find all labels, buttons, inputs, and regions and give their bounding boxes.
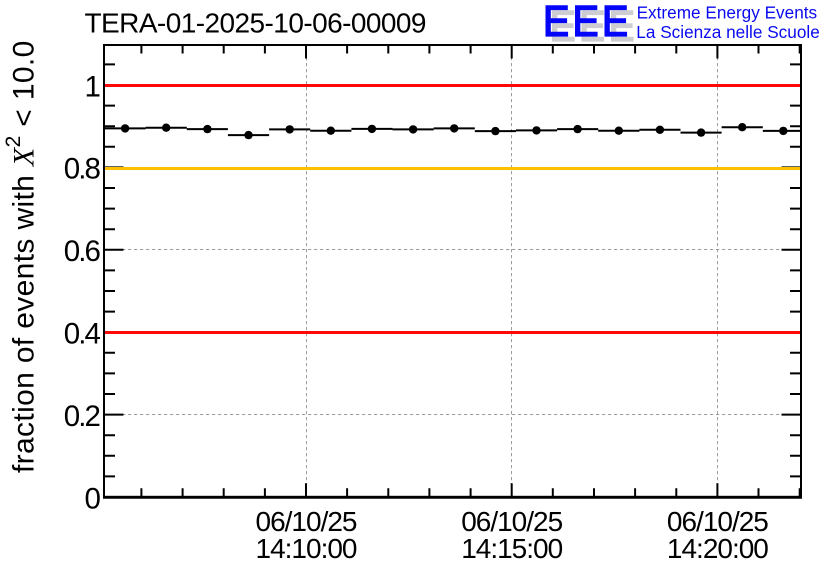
svg-text:14:10:00: 14:10:00 bbox=[256, 533, 357, 564]
svg-text:14:15:00: 14:15:00 bbox=[461, 533, 562, 564]
svg-text:1: 1 bbox=[84, 70, 99, 103]
svg-text:06/10/25: 06/10/25 bbox=[667, 506, 768, 537]
svg-text:0.8: 0.8 bbox=[64, 153, 101, 186]
svg-text:06/10/25: 06/10/25 bbox=[256, 506, 357, 537]
svg-text:0: 0 bbox=[84, 482, 100, 515]
svg-text:0.2: 0.2 bbox=[64, 400, 100, 433]
svg-text:06/10/25: 06/10/25 bbox=[461, 506, 562, 537]
svg-text:14:20:00: 14:20:00 bbox=[667, 533, 768, 564]
svg-text:0.4: 0.4 bbox=[64, 318, 101, 351]
svg-text:0.6: 0.6 bbox=[64, 235, 101, 268]
svg-text:fraction of events with X2 < 1: fraction of events with X2 < 10.0 bbox=[2, 40, 41, 473]
svg-text:TERA-01-2025-10-06-00009: TERA-01-2025-10-06-00009 bbox=[85, 8, 426, 39]
svg-text:La Scienza nelle Scuole: La Scienza nelle Scuole bbox=[636, 22, 819, 42]
svg-text:Extreme Energy Events: Extreme Energy Events bbox=[637, 3, 818, 23]
